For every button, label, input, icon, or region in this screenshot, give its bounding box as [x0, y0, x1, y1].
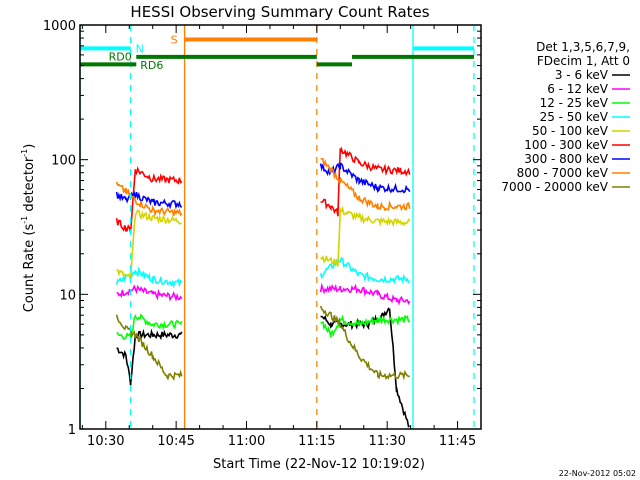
series-line-2-seg2 — [320, 314, 411, 338]
series-line-6-seg1 — [115, 190, 183, 210]
series-line-7-seg1 — [115, 181, 183, 218]
legend-header-0: Det 1,3,5,6,7,9, — [536, 40, 630, 54]
series-line-8-seg2 — [319, 305, 410, 381]
y-axis-label-end: ) — [22, 144, 37, 149]
legend-entry-label-8: 7000 - 20000 keV — [501, 180, 608, 194]
legend-header-1: FDecim 1, Att 0 — [537, 54, 630, 68]
y-tick-label-2: 100 — [51, 154, 76, 169]
y-axis-label-main: Count Rate (s — [22, 224, 37, 313]
series-line-4-seg2 — [319, 205, 411, 267]
flag-label-rd6: RD6 — [140, 59, 163, 72]
y-axis-label-sup1: -1 — [20, 216, 29, 224]
x-tick-label-2: 11:00 — [228, 434, 265, 449]
legend-entry-label-0: 3 - 6 keV — [555, 68, 609, 82]
x-tick-label-1: 10:45 — [157, 434, 194, 449]
x-axis-label: Start Time (22-Nov-12 10:19:02) — [213, 457, 425, 472]
svg-text:Count Rate (s-1 detector-1): Count Rate (s-1 detector-1) — [20, 144, 37, 313]
x-tick-label-0: 10:30 — [87, 434, 124, 449]
legend: Det 1,3,5,6,7,9,FDecim 1, Att 03 - 6 keV… — [501, 40, 630, 194]
flag-label-n: N — [136, 42, 144, 55]
y-axis-label: Count Rate (s-1 detector-1) — [20, 144, 37, 313]
x-tick-label-5: 11:45 — [439, 434, 476, 449]
y-axis-label-mid: detector — [22, 156, 37, 216]
x-tick-label-4: 11:30 — [368, 434, 405, 449]
y-tick-label-3: 1000 — [43, 19, 76, 34]
series-line-3-seg1 — [115, 266, 183, 289]
series-line-8-seg1 — [115, 314, 183, 381]
legend-entry-label-3: 25 - 50 keV — [540, 110, 609, 124]
series-line-4-seg1 — [116, 209, 182, 281]
axis-layer: 10:30 10:45 11:00 11:15 11:30 11:45 1 10 100 1000 — [43, 19, 482, 449]
legend-entry-label-7: 800 - 7000 keV — [517, 166, 609, 180]
series-line-1-seg2 — [319, 282, 411, 306]
chart-title: HESSI Observing Summary Count Rates — [130, 3, 429, 21]
legend-entry-label-2: 12 - 25 keV — [540, 96, 609, 110]
series-line-5-seg1 — [115, 166, 183, 234]
series-line-6-seg2 — [319, 162, 411, 194]
y-tick-label-0: 1 — [68, 423, 76, 438]
legend-entry-label-4: 50 - 100 keV — [532, 124, 609, 138]
flag-label-s: S — [171, 34, 178, 47]
legend-entry-label-5: 100 - 300 keV — [524, 138, 608, 152]
flag-label-rd0: RD0 — [109, 50, 132, 63]
legend-entry-label-6: 300 - 800 keV — [524, 152, 608, 166]
series-line-2-seg1 — [116, 313, 183, 340]
series-layer — [115, 146, 411, 428]
y-tick-label-1: 10 — [59, 288, 76, 303]
y-axis-label-sup2: -1 — [20, 149, 29, 157]
legend-entry-label-1: 6 - 12 keV — [547, 82, 609, 96]
flag-layer: N RD0 RD6 S — [80, 34, 474, 72]
x-tick-label-3: 11:15 — [298, 434, 335, 449]
marker-layer — [79, 25, 475, 429]
plot-frame — [79, 24, 482, 430]
series-line-0-seg2 — [320, 307, 410, 428]
series-line-5-seg2 — [320, 146, 411, 217]
series-line-7-seg2 — [320, 157, 411, 212]
series-line-1-seg1 — [116, 284, 183, 302]
series-line-0-seg1 — [116, 328, 183, 386]
footer-timestamp: 22-Nov-2012 05:02 — [559, 469, 636, 478]
